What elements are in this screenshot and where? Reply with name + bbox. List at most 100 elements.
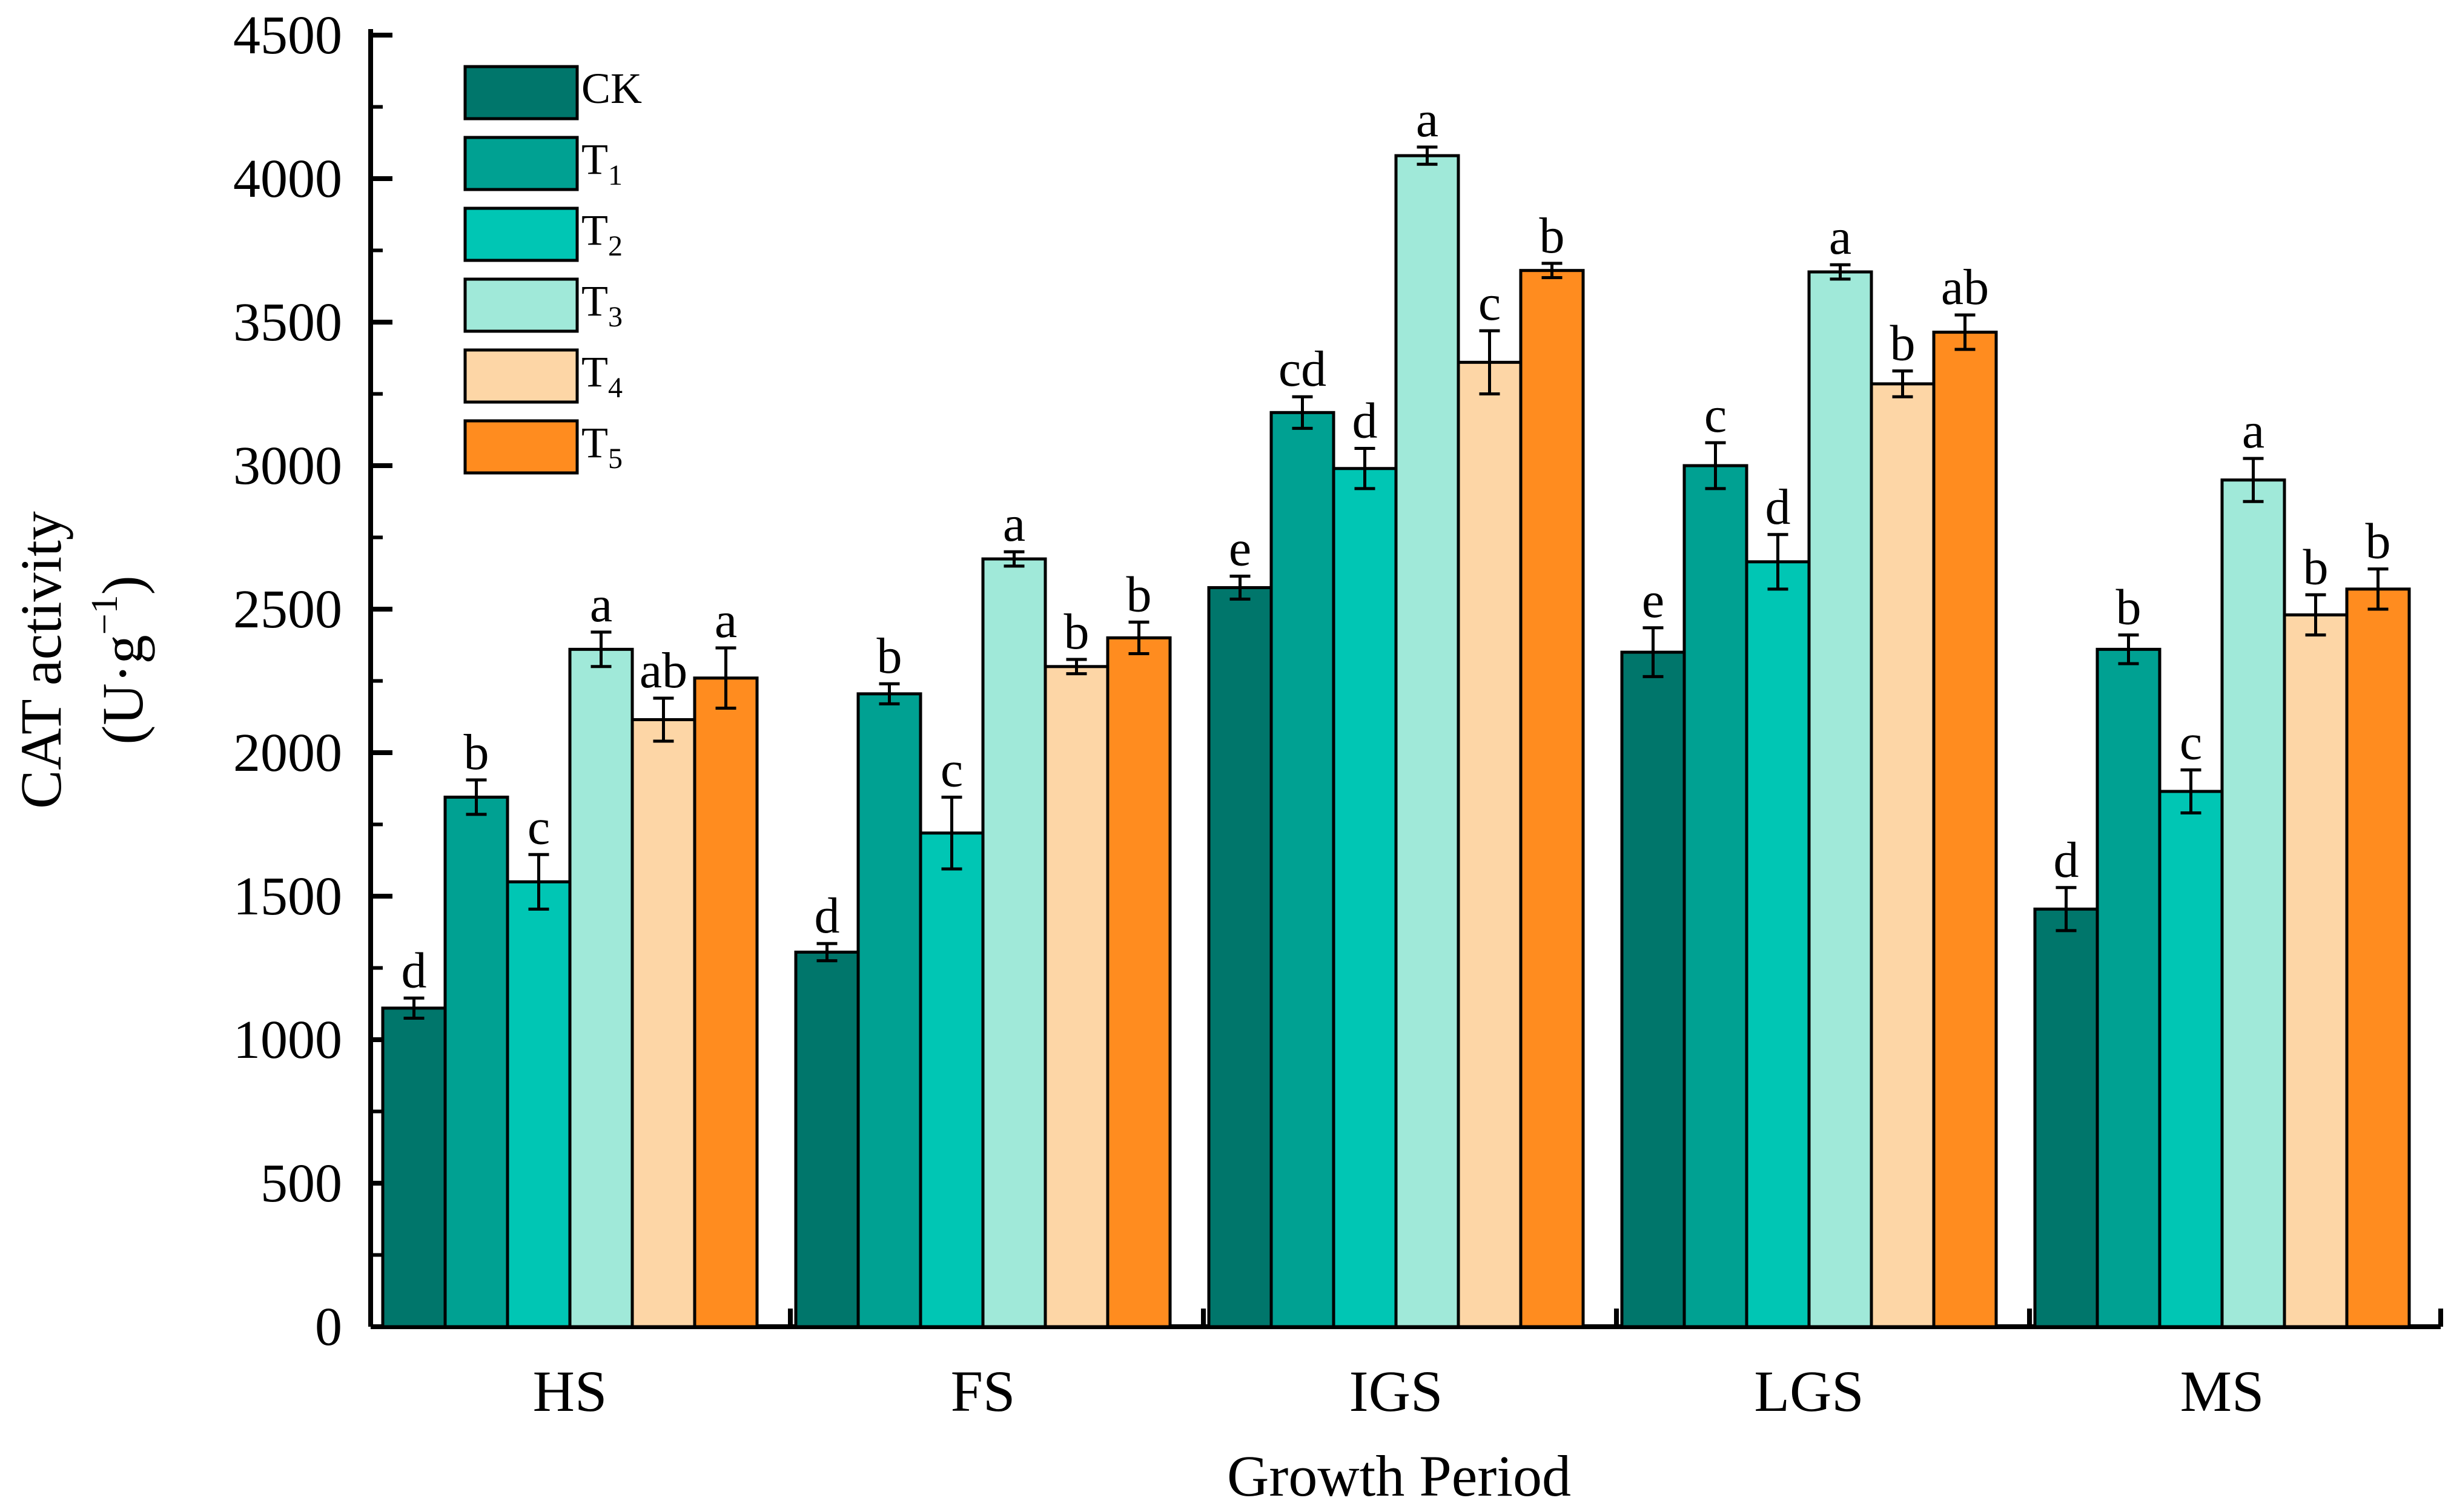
bar-T1-HS (443, 795, 509, 1329)
significance-letter: d (815, 888, 840, 944)
bar-T4-FS (1044, 665, 1110, 1329)
significance-letter: c (528, 799, 550, 855)
legend-label-CK: CK (581, 64, 642, 113)
bar-T2-FS (919, 831, 985, 1329)
bar-T3-MS (2220, 478, 2286, 1329)
y-tick-label: 2500 (233, 579, 342, 639)
x-tick-label: LGS (1754, 1359, 1864, 1424)
bar-T5-LGS (1932, 331, 1998, 1329)
y-axis-unit-exponent: −1 (84, 595, 125, 635)
bar-T2-LGS (1745, 560, 1811, 1329)
legend-swatch-T2 (463, 206, 579, 262)
significance-letter: d (402, 942, 427, 999)
bar-CK-IGS (1207, 586, 1273, 1329)
legend-swatch-T3 (463, 277, 579, 333)
y-axis-title-line2: (U·g−1) (84, 575, 155, 744)
bar-T5-HS (693, 676, 759, 1329)
x-tick-label: MS (2180, 1359, 2264, 1424)
bars-layer (381, 145, 2411, 1329)
y-tick-label: 3500 (233, 292, 342, 352)
legend-swatch-T4 (463, 348, 579, 404)
bar-T1-MS (2095, 647, 2162, 1329)
legend-label-T1: T1 (581, 135, 623, 191)
legend-label-T5: T5 (581, 418, 623, 475)
significance-letter: b (877, 628, 902, 684)
bar-T3-IGS (1394, 154, 1460, 1329)
bar-T2-HS (506, 880, 572, 1329)
legend-swatch-T5 (463, 419, 579, 475)
legend-swatch-CK (463, 65, 579, 120)
significance-letter: d (1765, 479, 1791, 535)
bar-CK-FS (794, 950, 860, 1329)
legend-swatch-T1 (463, 136, 579, 191)
y-axis-title-line1: CAT activity (8, 511, 73, 809)
significance-letter: c (1478, 275, 1501, 331)
significance-letter: ab (1941, 259, 1989, 315)
y-tick-label: 2000 (233, 723, 342, 783)
x-tick-label: IGS (1349, 1359, 1443, 1424)
y-tick-label: 4000 (233, 149, 342, 209)
significance-letter: c (1704, 387, 1727, 443)
bar-T3-HS (568, 647, 634, 1329)
y-tick-label: 1000 (233, 1010, 342, 1070)
significance-letter: b (1540, 208, 1565, 264)
significance-letter: b (2366, 513, 2391, 570)
legend-label-T3: T3 (581, 277, 623, 333)
bar-CK-LGS (1620, 650, 1686, 1329)
bar-T1-LGS (1682, 464, 1748, 1329)
bar-T1-FS (856, 692, 922, 1329)
significance-letter: b (1890, 315, 1916, 372)
x-axis-title: Growth Period (1227, 1444, 1571, 1508)
significance-letter: a (1416, 91, 1438, 148)
legend-label-base: T (581, 277, 608, 325)
significance-letter: a (2242, 403, 2264, 459)
significance-letter: b (2116, 579, 2142, 636)
y-axis-title: CAT activity (U·g−1) (8, 511, 155, 809)
significance-letter: a (715, 592, 737, 649)
labels-layer: 0 500 1000 1500 2000 2500 3000 3500 4000 4500 d d e e… (233, 5, 2391, 1424)
significance-letter: cd (1278, 341, 1326, 397)
significance-letter: d (2054, 832, 2079, 888)
legend-label-subscript: 1 (608, 159, 623, 191)
legend-label-subscript: 3 (608, 301, 623, 333)
y-tick-label: 4500 (233, 5, 342, 65)
y-tick-label: 500 (260, 1154, 342, 1213)
bar-T5-FS (1106, 636, 1172, 1329)
legend-label-subscript: 4 (608, 372, 623, 404)
significance-letter: b (1126, 566, 1152, 622)
significance-letter: c (2180, 714, 2202, 770)
significance-letter: e (1229, 520, 1251, 576)
x-tick-label: HS (533, 1359, 607, 1424)
legend-label-T2: T2 (581, 206, 623, 262)
legend-label-subscript: 5 (608, 443, 623, 475)
bar-T4-HS (630, 718, 696, 1329)
bar-T2-IGS (1332, 467, 1398, 1329)
significance-letter: b (2303, 539, 2329, 595)
y-tick-label: 0 (315, 1297, 342, 1357)
bar-T5-IGS (1519, 269, 1585, 1329)
bar-CK-HS (381, 1006, 447, 1329)
bar-T5-MS (2345, 587, 2411, 1329)
legend-label-base: T (581, 418, 608, 467)
significance-letter: ab (640, 642, 687, 699)
significance-letter: b (464, 724, 489, 781)
bar-CK-MS (2033, 907, 2099, 1329)
bar-T4-MS (2283, 613, 2349, 1329)
significance-letter: e (1642, 572, 1664, 629)
y-tick-label: 1500 (233, 867, 342, 926)
legend-label-subscript: 2 (608, 230, 623, 262)
significance-letter: a (1003, 496, 1025, 552)
bar-T3-FS (981, 557, 1047, 1329)
significance-letter: a (590, 576, 612, 633)
bar-T3-LGS (1807, 270, 1873, 1329)
bar-T4-LGS (1870, 382, 1936, 1329)
legend-label-base: T (581, 348, 608, 396)
bar-T4-IGS (1457, 360, 1523, 1329)
y-axis-unit-close: ) (90, 575, 155, 595)
y-tick-label: 3000 (233, 436, 342, 496)
bar-T1-IGS (1269, 411, 1335, 1329)
legend-label-base: CK (581, 64, 642, 113)
bar-T2-MS (2158, 790, 2224, 1329)
